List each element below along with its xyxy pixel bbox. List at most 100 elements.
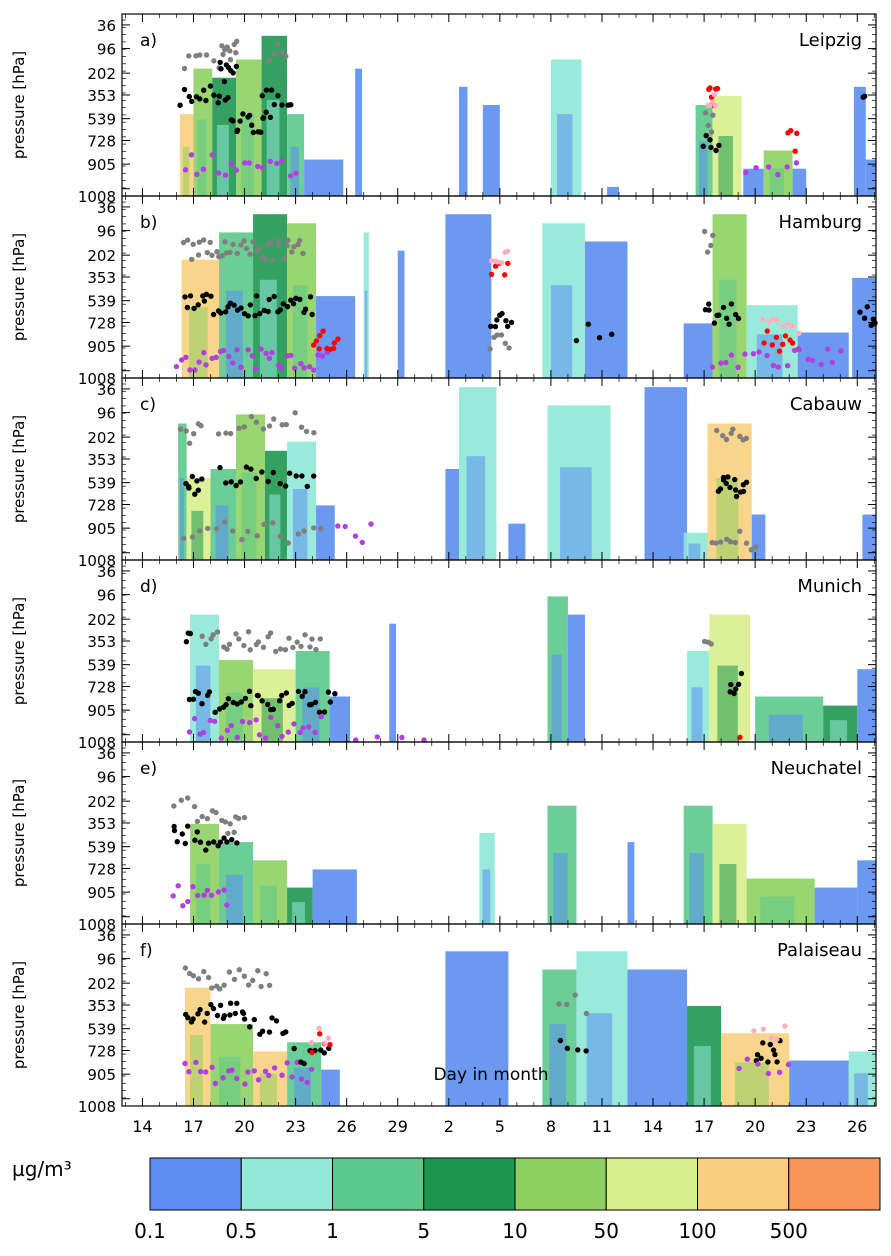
dot-grey <box>195 976 202 982</box>
dot-black <box>743 479 750 485</box>
x-tick-label: 14 <box>132 1117 152 1136</box>
dot-grey <box>748 547 754 553</box>
dot-grey <box>256 246 262 252</box>
dot-red <box>769 342 775 348</box>
y-tick-label: 96 <box>97 769 116 787</box>
y-tick-label: 905 <box>87 520 116 538</box>
dot-black <box>283 690 290 696</box>
dot-grey <box>294 639 300 645</box>
y-tick-label: 353 <box>87 87 116 105</box>
x-tick-label: 29 <box>388 1117 408 1136</box>
dot-purple <box>229 1067 235 1073</box>
dot-grey <box>213 525 220 532</box>
dot-black <box>311 473 317 479</box>
dot-grey <box>224 44 230 50</box>
dot-grey <box>210 632 216 638</box>
dot-black <box>206 689 213 695</box>
dot-purple <box>222 172 229 178</box>
dot-black <box>267 114 274 121</box>
x-tick-label: 23 <box>796 1117 816 1136</box>
dot-black <box>321 1050 327 1056</box>
dot-black <box>237 479 244 485</box>
dot-red <box>492 263 499 269</box>
field-block-6 <box>316 505 335 560</box>
y-tick-label: 202 <box>87 65 116 83</box>
y-tick-label: 1008 <box>78 1098 116 1116</box>
y-tick-label: 728 <box>87 860 116 878</box>
dot-purple <box>211 718 218 725</box>
dot-black <box>248 466 254 472</box>
dot-black <box>265 478 271 485</box>
dot-red <box>764 328 770 334</box>
dot-black <box>229 836 235 843</box>
dot-black <box>203 97 209 104</box>
dot-black <box>263 109 269 115</box>
dot-black <box>282 483 289 489</box>
dot-purple <box>209 355 215 361</box>
y-tick-label: 96 <box>97 587 116 605</box>
dot-pink <box>770 316 776 322</box>
dot-black <box>857 309 863 315</box>
dot-black <box>184 304 191 311</box>
dot-purple <box>245 1069 251 1075</box>
dot-black <box>280 301 286 307</box>
dot-black <box>197 839 204 845</box>
field-block-4 <box>329 696 351 742</box>
dot-grey <box>737 528 743 534</box>
dot-purple <box>203 362 209 368</box>
dot-black <box>171 823 177 830</box>
field-block-7 <box>445 469 460 560</box>
dot-black <box>275 93 281 99</box>
dot-grey <box>181 65 188 72</box>
dot-purple <box>838 348 844 354</box>
colorbar-swatch <box>423 1157 516 1211</box>
dot-black <box>260 115 267 121</box>
dot-black <box>707 137 713 143</box>
dot-purple <box>793 160 800 166</box>
dot-grey <box>270 520 276 526</box>
panel-2: 36 96 202 353 539 728 905 1008 pressure [hPa] b) H… <box>10 195 878 388</box>
dot-black <box>596 335 603 341</box>
x-tick-label: 14 <box>643 1117 663 1136</box>
dot-black <box>195 690 202 696</box>
dot-black <box>711 320 718 326</box>
dot-black <box>192 837 198 843</box>
dot-purple <box>246 160 252 166</box>
dot-grey <box>189 256 195 263</box>
dot-grey <box>266 423 273 429</box>
dot-black <box>273 1018 280 1024</box>
dot-purple <box>208 892 215 898</box>
colorbar-swatch <box>605 1157 698 1211</box>
field-core-3 <box>241 472 257 560</box>
dot-black <box>293 473 299 479</box>
dot-black <box>492 323 499 330</box>
dot-grey <box>311 525 317 531</box>
dot-black <box>609 331 615 337</box>
dot-grey <box>279 422 285 428</box>
dot-grey <box>230 528 236 534</box>
field-core-9 <box>719 863 737 924</box>
dot-purple <box>743 169 749 176</box>
dot-pink <box>774 1036 780 1043</box>
dot-grey <box>300 250 306 257</box>
dot-black <box>201 298 208 304</box>
dot-black <box>208 293 214 299</box>
dot-black <box>735 315 742 322</box>
dot-purple <box>765 164 772 170</box>
field-core-0 <box>179 478 185 560</box>
dot-grey <box>297 237 303 244</box>
y-axis: 36 96 202 353 539 728 905 1008 <box>78 199 876 388</box>
dot-black <box>222 309 229 315</box>
dot-grey <box>183 428 189 434</box>
y-tick-label: 1008 <box>78 370 116 388</box>
x-tick-label: 20 <box>745 1117 765 1136</box>
dot-purple <box>311 367 317 373</box>
dot-purple <box>735 364 741 370</box>
dot-grey <box>250 977 256 984</box>
dot-black <box>189 98 195 105</box>
dot-grey <box>190 241 196 247</box>
field-block-4 <box>321 1069 340 1106</box>
dot-purple <box>298 361 304 367</box>
y-tick-label: 905 <box>87 702 116 720</box>
dot-black <box>214 1012 221 1019</box>
